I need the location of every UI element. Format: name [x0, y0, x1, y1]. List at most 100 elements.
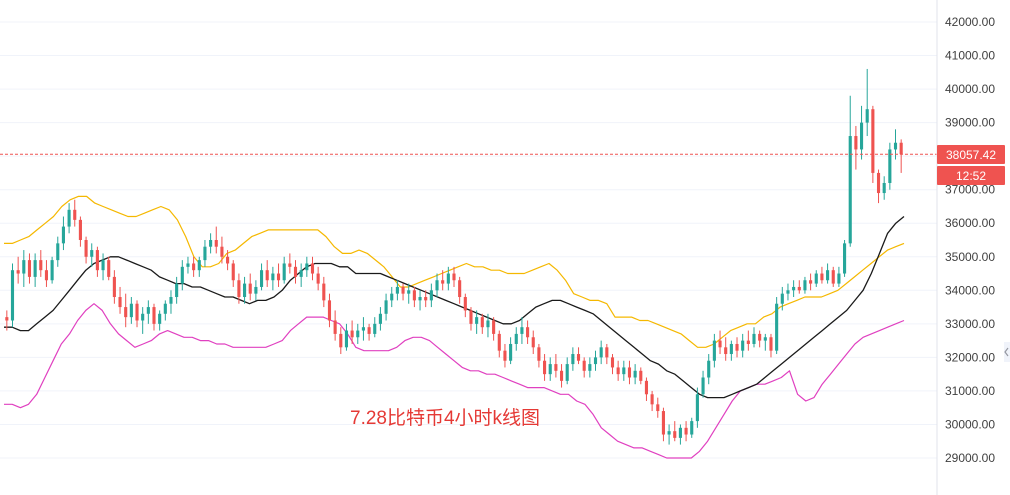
- candle: [735, 337, 739, 358]
- candle-body: [667, 431, 671, 435]
- candle: [197, 256, 201, 277]
- candle: [826, 263, 830, 284]
- candle: [548, 357, 552, 381]
- candle: [593, 350, 598, 371]
- candle-body: [526, 327, 530, 338]
- y-axis[interactable]: 42000.0041000.0040000.0039000.0038000.00…: [945, 15, 995, 465]
- candle: [112, 270, 116, 304]
- candle: [463, 293, 467, 318]
- candle: [316, 266, 320, 291]
- candle: [435, 273, 439, 298]
- candle-body: [373, 323, 377, 334]
- candle: [407, 283, 411, 304]
- scale-handle[interactable]: [1004, 342, 1010, 362]
- candle: [786, 283, 790, 301]
- candle: [605, 343, 609, 365]
- candle: [158, 310, 162, 331]
- candle-body: [899, 142, 903, 155]
- candle: [333, 310, 337, 341]
- candle: [90, 243, 94, 267]
- candle-body: [192, 263, 196, 271]
- candle-body: [254, 286, 258, 294]
- y-tick-label: 32000.00: [945, 350, 995, 364]
- candle-body: [163, 303, 167, 314]
- candle: [175, 276, 179, 304]
- candle-body: [248, 283, 252, 294]
- candle: [701, 370, 705, 398]
- candle: [831, 266, 835, 287]
- candle: [718, 330, 722, 355]
- candle-body: [537, 347, 541, 361]
- candle-body: [644, 380, 649, 395]
- candle: [33, 253, 37, 287]
- candle: [327, 293, 332, 328]
- candle-body: [322, 283, 326, 301]
- candle-body: [441, 280, 445, 284]
- candle-body: [809, 280, 813, 284]
- candle: [44, 260, 49, 287]
- candle: [690, 417, 694, 438]
- candle: [135, 300, 139, 328]
- candle-body: [265, 270, 269, 281]
- candle: [622, 360, 626, 381]
- candle-body: [288, 263, 292, 267]
- candle-body: [10, 270, 15, 321]
- candle: [876, 169, 881, 204]
- candle-body: [67, 209, 71, 227]
- candle-body: [707, 360, 711, 378]
- candle-body: [378, 313, 382, 324]
- candle: [746, 330, 750, 351]
- candle: [503, 343, 507, 368]
- candle-body: [531, 337, 535, 348]
- candle: [322, 276, 326, 308]
- candle: [537, 343, 541, 368]
- countdown-badge: [937, 166, 1005, 185]
- candle: [118, 286, 122, 314]
- candle: [5, 310, 9, 331]
- candle: [588, 357, 592, 378]
- candle-body: [661, 411, 665, 435]
- candle-body: [514, 333, 518, 344]
- candle: [582, 357, 586, 378]
- candle-body: [814, 273, 818, 284]
- candle-body: [497, 333, 501, 351]
- candle-body: [769, 337, 773, 351]
- candle-body: [56, 243, 60, 261]
- lower-band-line: [4, 303, 905, 459]
- candle: [893, 129, 898, 160]
- candle: [390, 286, 394, 308]
- candle: [310, 256, 315, 281]
- y-tick-label: 31000.00: [945, 384, 995, 398]
- candle: [237, 273, 241, 304]
- candle-body: [554, 364, 558, 371]
- gridlines: [0, 21, 937, 459]
- candle: [231, 260, 235, 287]
- candle: [186, 256, 190, 274]
- candle-body: [27, 260, 32, 277]
- candle-body: [656, 404, 660, 412]
- candle-body: [803, 280, 807, 291]
- candle-body: [452, 273, 456, 281]
- candle-body: [650, 394, 654, 405]
- candle-body: [112, 276, 116, 298]
- candle-body: [633, 370, 637, 378]
- candle-body: [475, 317, 479, 324]
- candle-body: [752, 333, 756, 344]
- candle: [780, 286, 784, 311]
- candle: [169, 290, 173, 314]
- candle-body: [435, 280, 439, 291]
- candle-body: [129, 303, 133, 318]
- candle: [248, 273, 252, 301]
- candle: [384, 293, 388, 321]
- candle: [633, 364, 637, 385]
- candle-body: [209, 240, 213, 247]
- candle: [616, 360, 620, 381]
- candle-body: [16, 270, 20, 274]
- candles: [5, 68, 903, 445]
- candle-body: [214, 240, 218, 247]
- candle-body: [356, 330, 360, 338]
- candle: [554, 354, 558, 378]
- candle: [656, 397, 660, 418]
- candle: [429, 283, 433, 308]
